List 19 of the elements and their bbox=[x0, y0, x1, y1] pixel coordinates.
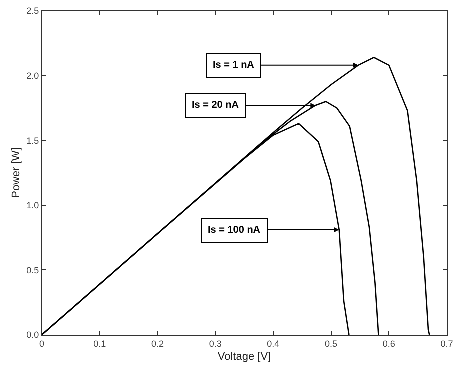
annotation: Is = 100 nA bbox=[208, 225, 261, 236]
x-tick-label: 0 bbox=[39, 338, 45, 349]
annotation: Is = 20 nA bbox=[192, 100, 239, 111]
annotation: Is = 1 nA bbox=[213, 60, 254, 71]
x-tick-label: 0.5 bbox=[325, 338, 338, 349]
y-tick-label: 1.0 bbox=[26, 200, 40, 211]
x-axis-title: Voltage [V] bbox=[218, 351, 272, 363]
x-tick-label: 0.2 bbox=[151, 338, 164, 349]
y-tick-label: 0.0 bbox=[26, 330, 40, 340]
y-tick-label: 1.5 bbox=[26, 136, 40, 146]
x-tick-label: 0.1 bbox=[94, 338, 106, 349]
x-tick-label: 0.6 bbox=[382, 338, 396, 349]
y-tick-label: 0.5 bbox=[26, 265, 40, 276]
y-axis-title: Power [W] bbox=[10, 148, 22, 198]
x-tick-label: 0.3 bbox=[209, 338, 222, 349]
y-tick-label: 2.0 bbox=[26, 70, 40, 81]
x-tick-label: 0.4 bbox=[267, 338, 280, 349]
x-tick-label: 0.7 bbox=[440, 338, 454, 349]
y-tick-label: 2.5 bbox=[26, 6, 40, 16]
